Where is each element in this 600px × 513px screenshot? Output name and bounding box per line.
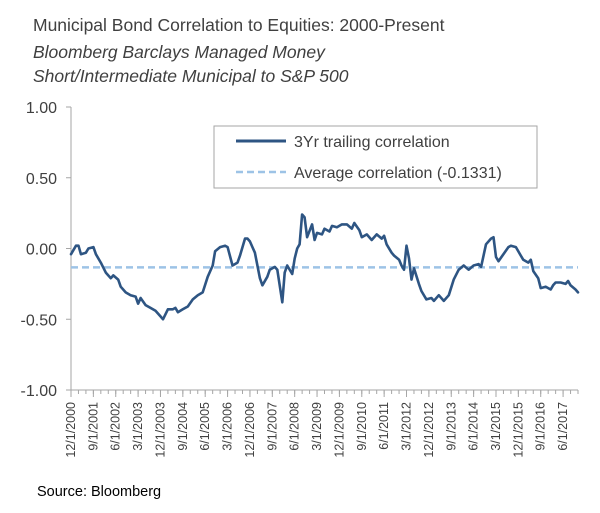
x-tick-label: 6/1/2017 (556, 402, 570, 451)
x-tick-label: 3/1/2003 (131, 402, 145, 451)
y-tick-label: -1.00 (21, 383, 58, 400)
legend-label-correlation: 3Yr trailing correlation (294, 134, 450, 151)
x-tick-label: 12/1/2003 (153, 402, 167, 458)
legend-box (213, 125, 538, 189)
x-tick-label: 9/1/2007 (265, 402, 279, 451)
chart-subtitle-line-1: Bloomberg Barclays Managed Money (33, 42, 325, 62)
legend-label-average: Average correlation (-0.1331) (294, 165, 502, 182)
x-tick-label: 12/1/2015 (511, 402, 525, 458)
x-tick-label: 3/1/2012 (400, 402, 414, 451)
x-tick-label: 9/1/2016 (534, 402, 548, 451)
x-tick-label: 12/1/2006 (243, 402, 257, 458)
x-tick-label: 6/1/2008 (288, 402, 302, 451)
x-tick-label: 6/1/2014 (467, 402, 481, 451)
source-note: Source: Bloomberg (37, 484, 162, 500)
chart-subtitle-line-2: Short/Intermediate Municipal to S&P 500 (33, 66, 349, 86)
chart-title: Municipal Bond Correlation to Equities: … (33, 15, 445, 35)
y-tick-label: -0.50 (21, 312, 58, 329)
x-tick-label: 9/1/2010 (355, 402, 369, 451)
legend: 3Yr trailing correlation Average correla… (213, 125, 538, 189)
x-tick-label: 6/1/2005 (198, 402, 212, 451)
x-tick-label: 3/1/2006 (221, 402, 235, 451)
plot-area (69, 213, 580, 321)
x-tick-label: 6/1/2011 (377, 402, 391, 450)
y-tick-label: 0.00 (26, 242, 57, 259)
y-tick-label: 1.00 (26, 100, 57, 117)
y-axis: 1.00 0.50 0.00 -0.50 -1.00 (21, 100, 72, 400)
y-tick-label: 0.50 (26, 171, 57, 188)
x-tick-label: 12/1/2009 (332, 402, 346, 458)
x-axis: 12/1/2000 9/1/2001 6/1/2002 3/1/2003 12/1/20… (64, 389, 579, 458)
x-tick-label: 6/1/2002 (109, 402, 123, 451)
x-tick-label: 3/1/2009 (310, 402, 324, 451)
x-tick-label: 9/1/2004 (176, 402, 190, 451)
x-tick-label: 12/1/2000 (64, 402, 78, 458)
x-tick-label: 9/1/2013 (444, 402, 458, 451)
x-tick-label: 9/1/2001 (86, 402, 100, 451)
x-tick-label: 12/1/2012 (422, 402, 436, 458)
x-tick-label: 3/1/2015 (489, 402, 503, 451)
correlation-series-line (69, 213, 580, 321)
